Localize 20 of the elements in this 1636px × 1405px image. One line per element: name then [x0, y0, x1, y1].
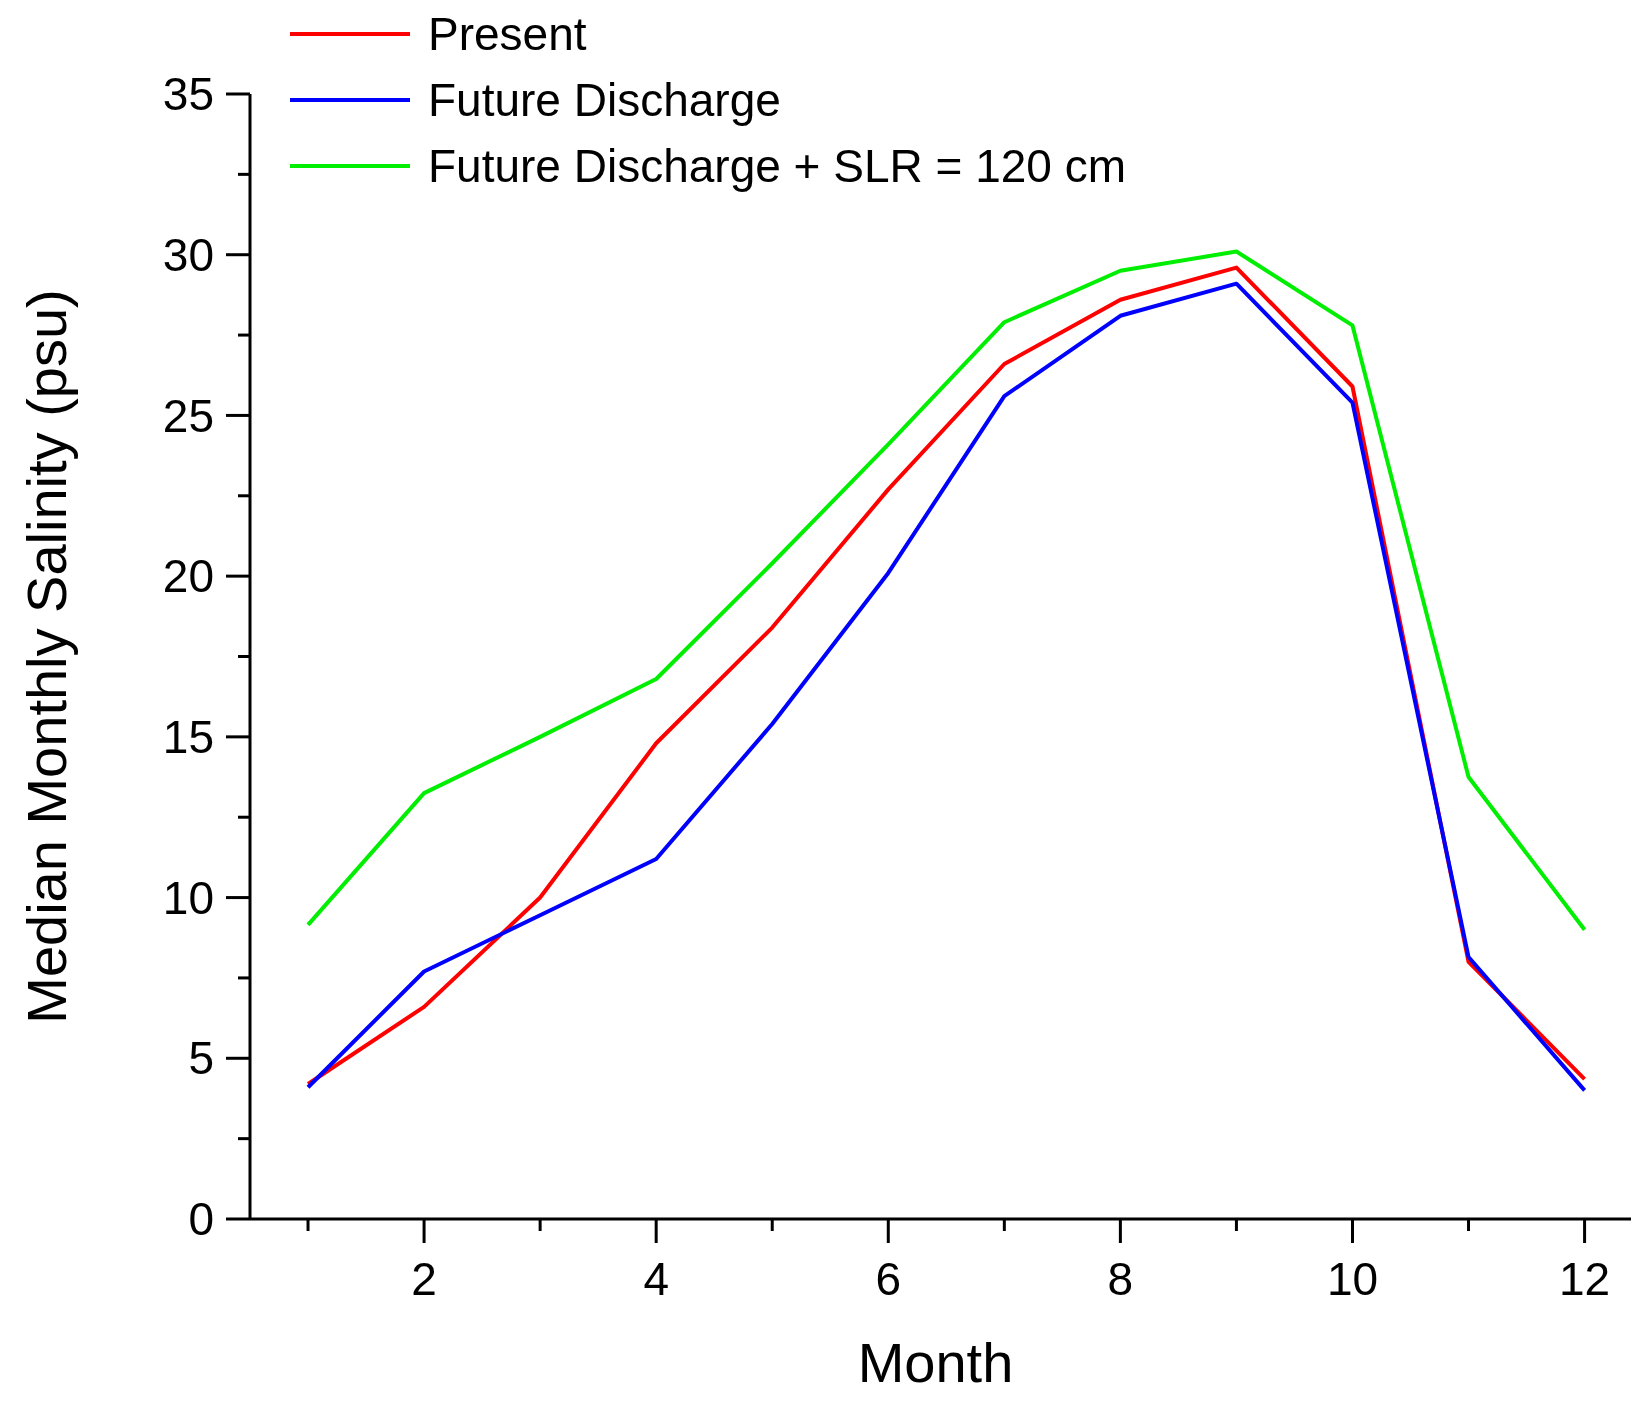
x-axis-title: Month: [857, 1331, 1014, 1394]
y-tick-label: 20: [162, 550, 214, 603]
y-tick-label: 35: [162, 68, 214, 121]
x-tick-label: 4: [643, 1253, 669, 1305]
x-tick-label: 6: [875, 1253, 902, 1305]
y-tick-label: 15: [162, 710, 214, 763]
x-tick-label: 8: [1107, 1253, 1134, 1305]
y-tick-label: 5: [188, 1032, 214, 1085]
legend-label: Present: [428, 8, 587, 61]
y-tick-label: 10: [162, 871, 214, 924]
y-tick-label: 0: [188, 1193, 214, 1246]
x-tick-label: 2: [411, 1253, 437, 1305]
y-tick-label: 30: [162, 228, 214, 281]
legend-label: Future Discharge: [428, 74, 781, 127]
x-tick-label: 12: [1558, 1253, 1611, 1305]
line-series: [306, 249, 1587, 932]
y-tick-label: 25: [162, 389, 214, 442]
x-tick-label: 10: [1326, 1253, 1379, 1305]
legend-label: Future Discharge + SLR = 120 cm: [428, 140, 1126, 193]
y-axis-title: Median Monthly Salinity (psu): [15, 289, 78, 1024]
